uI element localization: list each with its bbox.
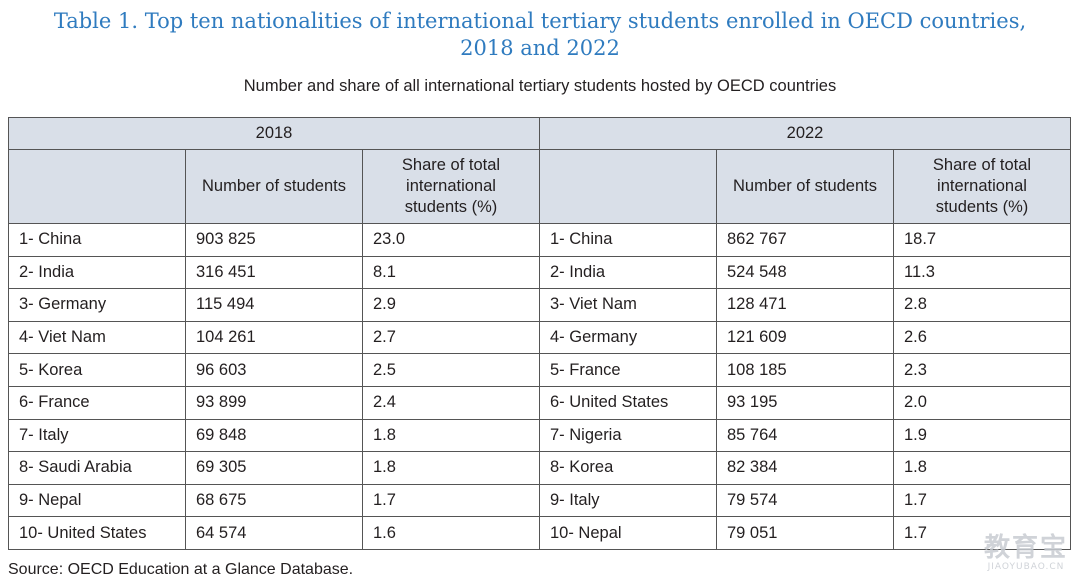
students-2018: 96 603 [185,353,363,387]
table-row: 3- Germany 115 494 2.9 3- Viet Nam 128 4… [8,288,1071,322]
share-2018: 1.8 [362,418,540,453]
table-row: 10- United States 64 574 1.6 10- Nepal 7… [8,516,1071,550]
share-2018: 1.8 [362,451,540,485]
share-column-header-2022: Share of total international students (%… [893,149,1071,224]
students-2022: 121 609 [716,320,894,355]
table-row: 6- France 93 899 2.4 6- United States 93… [8,385,1071,420]
country-2022: 3- Viet Nam [539,288,717,322]
country-column-header-2022 [539,149,717,224]
students-2018: 104 261 [185,320,363,355]
title-line-2: 2018 and 2022 [460,36,620,60]
country-2018: 6- France [8,385,186,420]
source-note: Source: OECD Education at a Glance Datab… [8,561,354,578]
share-2022: 18.7 [893,223,1071,257]
share-2022: 11.3 [893,255,1071,290]
country-2018: 10- United States [8,516,186,550]
share-2018: 2.9 [362,288,540,322]
number-column-header-2022: Number of students [716,149,894,224]
country-2022: 5- France [539,353,717,387]
country-2022: 8- Korea [539,451,717,485]
watermark-main-text: 教育宝 [983,533,1068,563]
country-2018: 5- Korea [8,353,186,387]
students-2018: 68 675 [185,483,363,518]
share-2018: 23.0 [362,223,540,257]
table-row: 4- Viet Nam 104 261 2.7 4- Germany 121 6… [8,320,1071,355]
country-2018: 3- Germany [8,288,186,322]
students-2022: 79 574 [716,483,894,518]
share-2022: 2.8 [893,288,1071,322]
table-row: 9- Nepal 68 675 1.7 9- Italy 79 574 1.7 [8,483,1071,518]
title-line-1: Table 1. Top ten nationalities of intern… [53,9,1027,33]
students-2022: 524 548 [716,255,894,290]
students-2018: 69 848 [185,418,363,453]
share-2022: 2.6 [893,320,1071,355]
country-2022: 2- India [539,255,717,290]
students-2022: 108 185 [716,353,894,387]
students-2018: 115 494 [185,288,363,322]
table-row: 8- Saudi Arabia 69 305 1.8 8- Korea 82 3… [8,451,1071,485]
students-2022: 82 384 [716,451,894,485]
students-2022: 85 764 [716,418,894,453]
watermark-sub-text: JIAOYUBAO.CN [987,562,1065,572]
share-2018: 2.7 [362,320,540,355]
share-2018: 8.1 [362,255,540,290]
share-2018: 1.6 [362,516,540,550]
students-2022: 862 767 [716,223,894,257]
column-header-row: Number of students Share of total intern… [8,149,1071,224]
share-2022: 2.3 [893,353,1071,387]
country-2018: 1- China [8,223,186,257]
share-column-header-2018: Share of total international students (%… [362,149,540,224]
share-2018: 2.5 [362,353,540,387]
students-2022: 79 051 [716,516,894,550]
year-2022-header: 2022 [539,117,1071,150]
table-row: 7- Italy 69 848 1.8 7- Nigeria 85 764 1.… [8,418,1071,453]
country-2018: 2- India [8,255,186,290]
students-2022: 128 471 [716,288,894,322]
share-2022: 1.7 [893,483,1071,518]
number-column-header-2018: Number of students [185,149,363,224]
country-2022: 10- Nepal [539,516,717,550]
table-row: 5- Korea 96 603 2.5 5- France 108 185 2.… [8,353,1071,387]
share-2018: 2.4 [362,385,540,420]
share-2018: 1.7 [362,483,540,518]
table-row: 1- China 903 825 23.0 1- China 862 767 1… [8,223,1071,257]
country-2022: 4- Germany [539,320,717,355]
table-title: Table 1. Top ten nationalities of intern… [0,8,1080,62]
students-2018: 69 305 [185,451,363,485]
country-2022: 1- China [539,223,717,257]
year-header-row: 2018 2022 [8,117,1071,150]
students-2022: 93 195 [716,385,894,420]
year-2018-header: 2018 [8,117,540,150]
share-2022: 2.0 [893,385,1071,420]
share-2022: 1.9 [893,418,1071,453]
country-2018: 9- Nepal [8,483,186,518]
share-2022: 1.8 [893,451,1071,485]
table-row: 2- India 316 451 8.1 2- India 524 548 11… [8,255,1071,290]
students-2018: 93 899 [185,385,363,420]
students-2018: 903 825 [185,223,363,257]
country-2018: 7- Italy [8,418,186,453]
students-2018: 64 574 [185,516,363,550]
country-column-header-2018 [8,149,186,224]
country-2022: 9- Italy [539,483,717,518]
nationalities-table: 2018 2022 Number of students Share of to… [8,117,1071,550]
share-2022: 1.7 [893,516,1071,550]
country-2022: 6- United States [539,385,717,420]
students-2018: 316 451 [185,255,363,290]
country-2018: 8- Saudi Arabia [8,451,186,485]
country-2022: 7- Nigeria [539,418,717,453]
table-subtitle: Number and share of all international te… [243,77,837,95]
country-2018: 4- Viet Nam [8,320,186,355]
watermark-logo: 教育宝 JIAOYUBAO.CN [984,534,1068,572]
